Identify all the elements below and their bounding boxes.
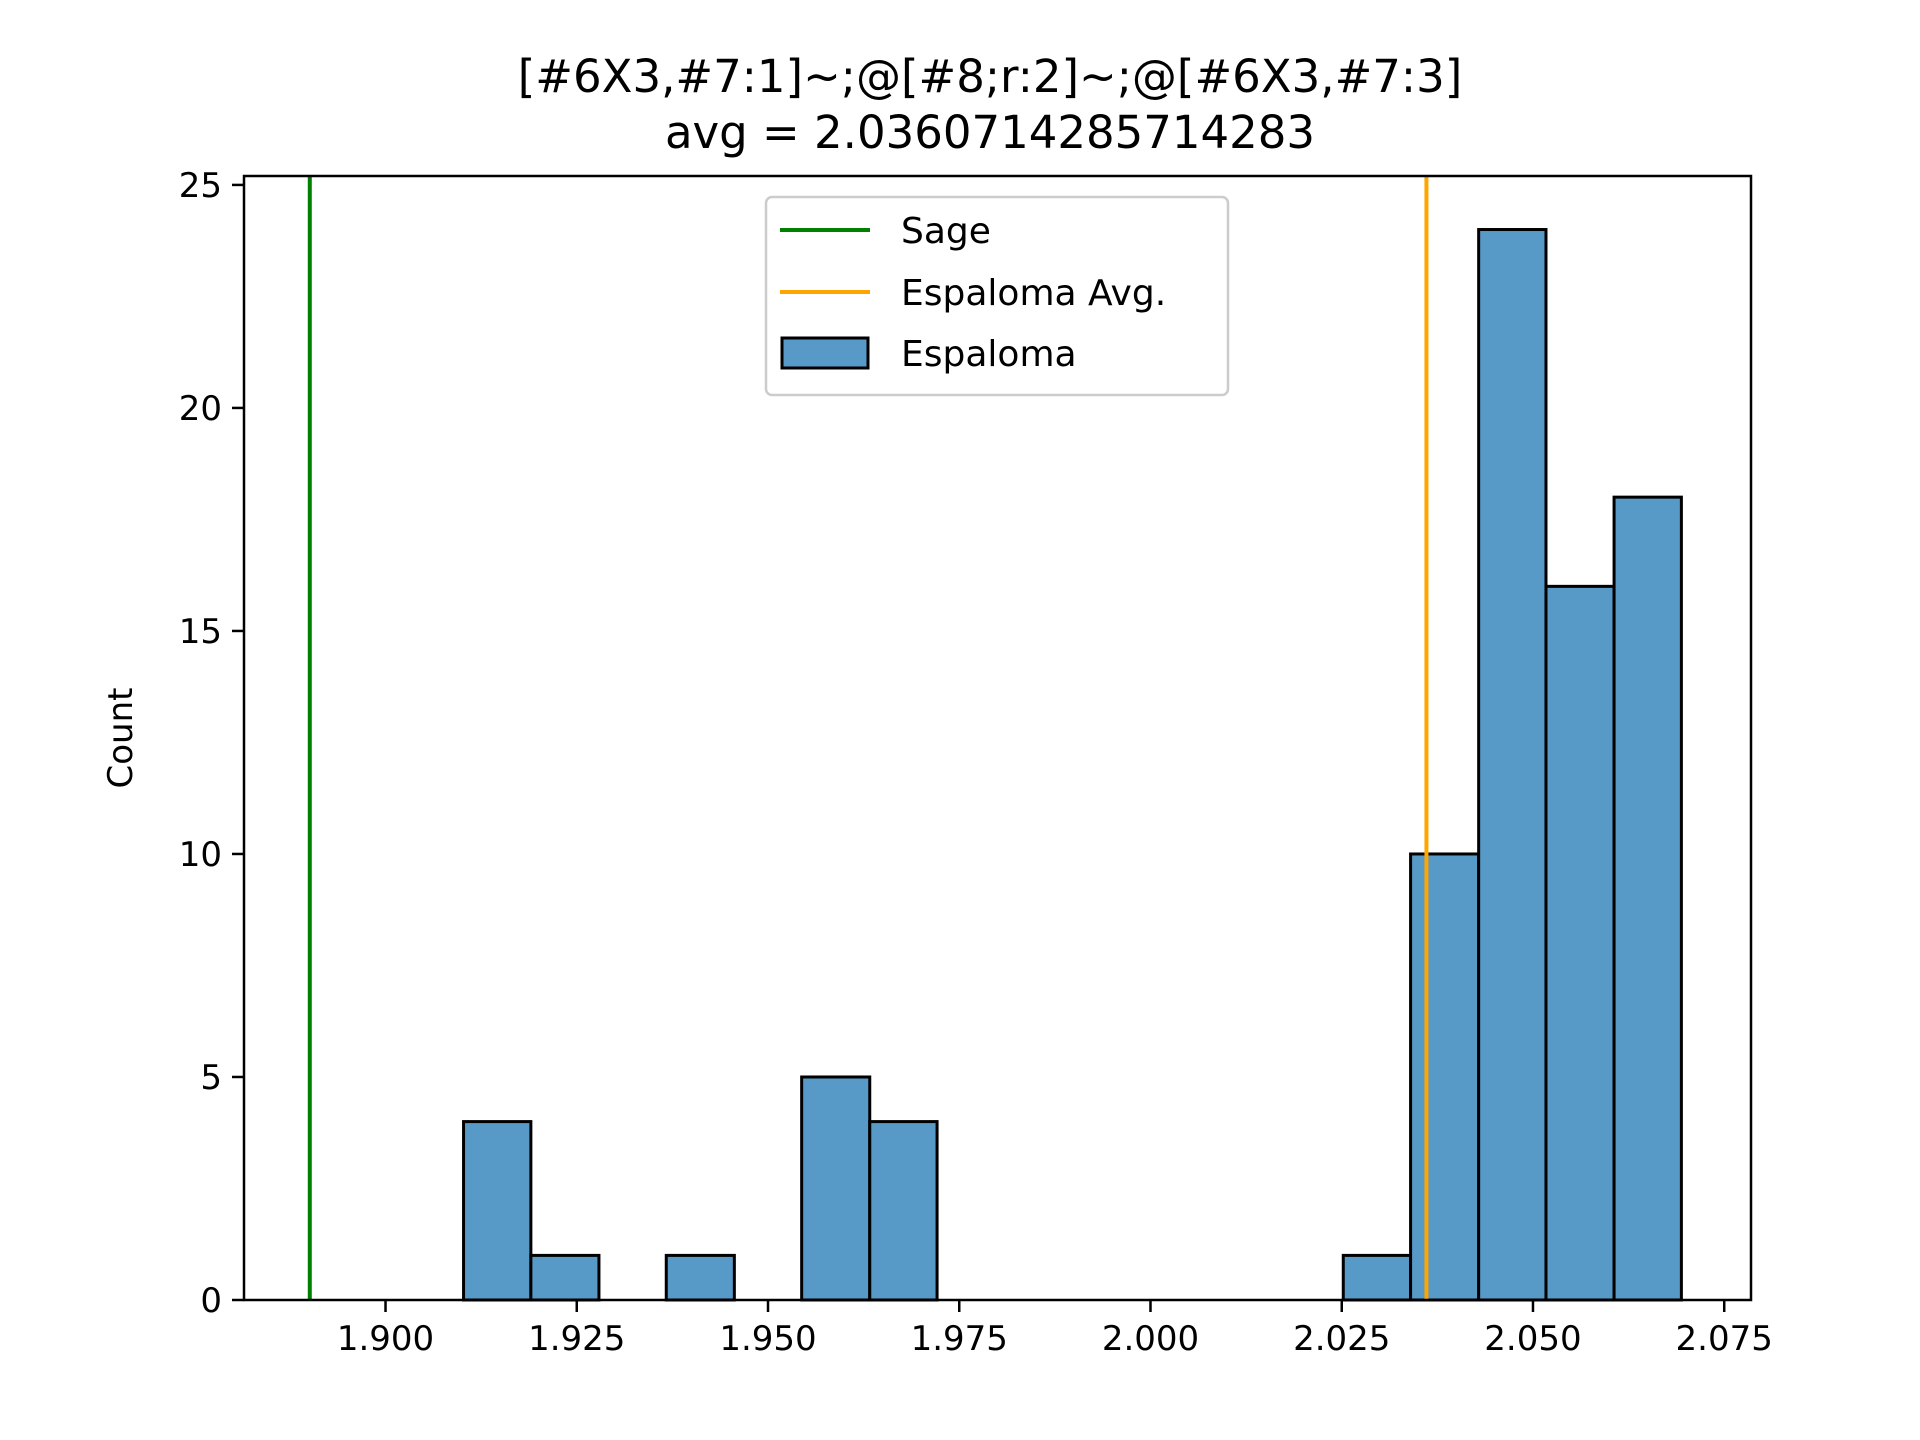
y-tick-label: 0 xyxy=(200,1281,222,1321)
histogram-bar xyxy=(1544,584,1616,1302)
y-axis-label: Count xyxy=(101,688,141,789)
histogram-bar xyxy=(664,1253,736,1302)
plot-frame xyxy=(242,174,1753,1302)
y-tick-label: 5 xyxy=(200,1058,222,1098)
x-tick-label: 1.950 xyxy=(719,1319,816,1359)
x-tick-label: 1.900 xyxy=(337,1319,434,1359)
y-tick-label: 25 xyxy=(179,166,222,206)
x-tick-label: 2.075 xyxy=(1676,1319,1773,1359)
histogram-bar xyxy=(529,1253,601,1302)
chart-title-line-2: avg = 2.0360714285714283 xyxy=(665,106,1315,159)
y-axis: 0 5 10 15 20 25 xyxy=(179,166,244,1321)
y-tick-label: 10 xyxy=(179,835,222,875)
y-tick-label: 20 xyxy=(179,389,222,429)
reference-lines xyxy=(307,176,1429,1300)
histogram-bar xyxy=(800,1075,872,1302)
histogram-bar xyxy=(1612,495,1683,1302)
x-tick-label: 1.975 xyxy=(911,1319,1008,1359)
histogram-bar xyxy=(1409,852,1481,1302)
legend-sage-label: Sage xyxy=(901,211,991,252)
x-axis: 1.900 1.925 1.950 1.975 2.000 2.025 2.050 2.075 xyxy=(337,1300,1773,1359)
legend-espaloma-label: Espaloma xyxy=(901,334,1077,375)
histogram-bar xyxy=(1477,228,1548,1302)
legend-espaloma-swatch xyxy=(780,336,870,370)
legend-box xyxy=(764,195,1230,397)
histogram-bar xyxy=(462,1120,533,1302)
x-tick-label: 1.925 xyxy=(528,1319,625,1359)
histogram-bar xyxy=(868,1120,939,1302)
x-tick-label: 2.025 xyxy=(1293,1319,1390,1359)
chart-title-line-1: [#6X3,#7:1]~;@[#8;r:2]~;@[#6X3,#7:3] xyxy=(518,50,1463,103)
legend-espaloma-avg-label: Espaloma Avg. xyxy=(901,273,1166,314)
x-tick-label: 2.000 xyxy=(1102,1319,1199,1359)
legend: Sage Espaloma Avg. Espaloma xyxy=(764,195,1230,397)
histogram-bar xyxy=(1341,1253,1413,1302)
y-tick-label: 15 xyxy=(179,612,222,652)
x-tick-label: 2.050 xyxy=(1484,1319,1581,1359)
